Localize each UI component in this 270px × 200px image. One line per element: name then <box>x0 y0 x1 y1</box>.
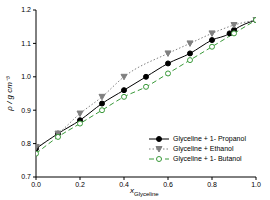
svg-text:0.8: 0.8 <box>207 181 217 188</box>
svg-text:1.0: 1.0 <box>21 73 31 80</box>
svg-text:0.8: 0.8 <box>21 140 31 147</box>
html-text:Glyceline + 1- Butanol: Glyceline + 1- Butanol <box>173 155 242 162</box>
svg-text:1.2: 1.2 <box>21 6 31 13</box>
svg-text:0.6: 0.6 <box>163 181 173 188</box>
svg-text:0.9: 0.9 <box>21 107 31 114</box>
svg-text:0.0: 0.0 <box>31 181 41 188</box>
svg-text:0.4: 0.4 <box>119 181 129 188</box>
html-text:ρ / g cm⁻³: ρ / g cm⁻³ <box>4 76 14 111</box>
svg-text:0.2: 0.2 <box>75 181 85 188</box>
svg-text:1.0: 1.0 <box>251 181 261 188</box>
html-text:Glyceline + 1- Propanol: Glyceline + 1- Propanol <box>173 135 246 142</box>
html-text:xGlyceline: xGlyceline <box>130 186 159 197</box>
svg-text:0.7: 0.7 <box>21 173 31 180</box>
html-text:Glyceline + Ethanol: Glyceline + Ethanol <box>173 145 234 152</box>
svg-text:1.1: 1.1 <box>21 40 31 47</box>
